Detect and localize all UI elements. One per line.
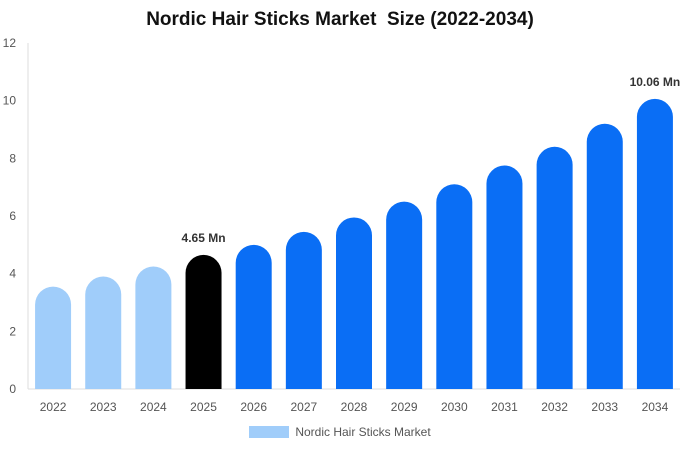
x-tick-label: 2026 — [240, 400, 267, 414]
chart-legend: Nordic Hair Sticks Market — [0, 425, 680, 439]
legend-swatch — [249, 426, 290, 438]
x-tick-label: 2028 — [341, 400, 368, 414]
bar-2023 — [85, 276, 122, 389]
x-tick-label: 2023 — [90, 400, 117, 414]
x-tick-label: 2030 — [441, 400, 468, 414]
bar-chart: 0 2 4 6 8 10 12 2022 2023 2024 2025 2026 2027 2028 202… — [3, 36, 680, 414]
bar-2033 — [586, 123, 623, 389]
x-tick-label: 2031 — [491, 400, 518, 414]
chart-title: Nordic Hair Sticks Market Size (2022-203… — [146, 9, 534, 30]
x-tick-label: 2034 — [642, 400, 669, 414]
bar-2030 — [436, 184, 473, 389]
bar-2034 — [636, 98, 673, 389]
bar-2025 — [185, 254, 222, 389]
bar-2028 — [336, 217, 372, 389]
x-tick-label: 2022 — [40, 400, 67, 414]
y-tick-label: 0 — [9, 382, 16, 396]
x-tick-label: 2029 — [391, 400, 418, 414]
y-tick-label: 6 — [9, 209, 16, 223]
bar-2031 — [486, 165, 523, 389]
x-tick-label: 2024 — [140, 400, 167, 414]
x-tick-label: 2025 — [190, 400, 217, 414]
y-tick-label: 4 — [9, 267, 16, 281]
data-label: 10.06 Mn — [630, 75, 680, 89]
bar-2027 — [285, 231, 322, 389]
data-label: 4.65 Mn — [182, 231, 226, 245]
y-tick-label: 2 — [9, 324, 16, 338]
y-tick-label: 12 — [3, 36, 17, 50]
x-tick-label: 2032 — [541, 400, 568, 414]
y-tick-label: 8 — [9, 151, 16, 165]
legend-label: Nordic Hair Sticks Market — [295, 425, 431, 439]
bar-2032 — [536, 146, 573, 389]
bar-2029 — [386, 201, 423, 389]
bar-2026 — [235, 244, 272, 389]
x-tick-label: 2033 — [591, 400, 618, 414]
bar-2024 — [135, 266, 172, 389]
y-tick-label: 10 — [3, 94, 17, 108]
x-tick-label: 2027 — [290, 400, 317, 414]
bar-2022 — [35, 286, 72, 389]
